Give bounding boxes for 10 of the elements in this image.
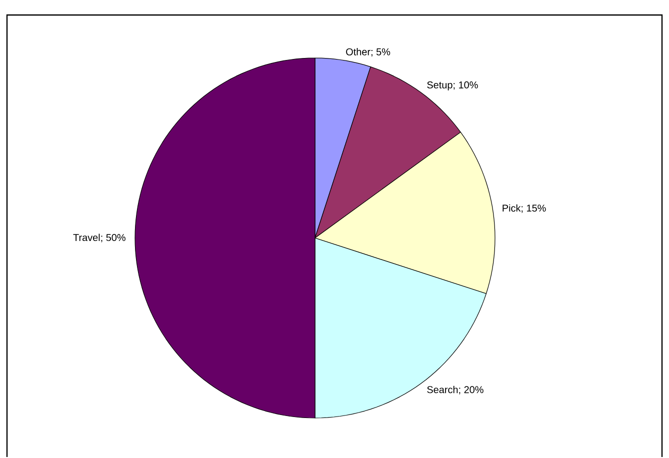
data-label: ; 10% bbox=[454, 82, 478, 90]
slice-label: Search bbox=[427, 386, 458, 394]
data-label: ; 5% bbox=[371, 48, 390, 57]
data-label: ; 15% bbox=[522, 204, 546, 214]
slice-label: Setup bbox=[427, 82, 452, 91]
data-label: ; 50% bbox=[101, 234, 126, 242]
slice-label: Other bbox=[346, 48, 370, 56]
data-label: ; 20% bbox=[459, 386, 484, 395]
slice-label: Travel bbox=[73, 234, 100, 242]
slice-label: Pick bbox=[502, 204, 521, 212]
